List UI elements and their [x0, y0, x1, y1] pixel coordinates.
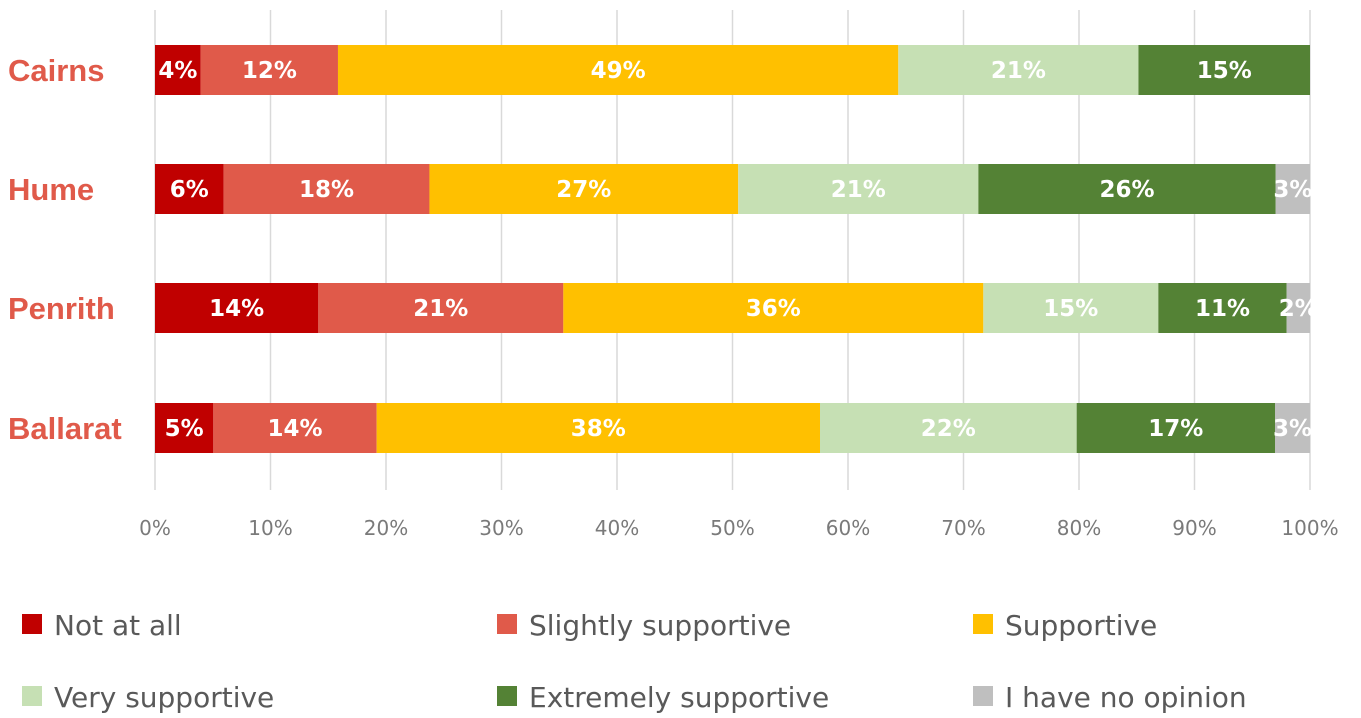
data-label: 14%	[209, 296, 264, 322]
data-label: 36%	[746, 296, 801, 322]
legend-swatch	[497, 614, 517, 634]
x-tick-label: 100%	[1281, 516, 1338, 540]
bar-segment	[898, 45, 1139, 95]
legend-swatch	[497, 686, 517, 706]
category-label: Penrith	[8, 291, 115, 326]
data-label: 18%	[299, 177, 354, 203]
data-label: 49%	[591, 58, 646, 84]
category-label: Cairns	[8, 53, 104, 88]
data-label: 4%	[158, 58, 197, 84]
legend-label: Supportive	[1005, 609, 1157, 642]
bar-segment	[1076, 403, 1275, 453]
x-tick-label: 60%	[826, 516, 870, 540]
bar-segment	[1275, 164, 1310, 214]
x-tick-label: 70%	[941, 516, 985, 540]
data-label: 21%	[991, 58, 1046, 84]
data-label: 6%	[170, 177, 209, 203]
data-label: 12%	[242, 58, 297, 84]
data-label: 27%	[556, 177, 611, 203]
bar-segment	[563, 283, 984, 333]
bar-segment	[1138, 45, 1310, 95]
data-label: 22%	[921, 416, 976, 442]
bar-segment	[155, 403, 214, 453]
data-label: 3%	[1273, 416, 1312, 442]
bar-segment	[1275, 403, 1310, 453]
category-label: Hume	[8, 172, 94, 207]
data-label: 5%	[165, 416, 204, 442]
x-tick-label: 20%	[364, 516, 408, 540]
data-label: 21%	[831, 177, 886, 203]
x-tick-label: 80%	[1057, 516, 1101, 540]
data-label: 11%	[1195, 296, 1250, 322]
x-tick-label: 0%	[139, 516, 171, 540]
data-label: 15%	[1197, 58, 1252, 84]
data-label: 3%	[1273, 177, 1312, 203]
x-tick-label: 40%	[595, 516, 639, 540]
legend-label: I have no opinion	[1005, 681, 1247, 714]
bar-segment	[738, 164, 979, 214]
bar-segment	[337, 45, 899, 95]
category-label: Ballarat	[8, 411, 122, 446]
bar-segment	[155, 283, 319, 333]
bar-segment	[376, 403, 820, 453]
legend-label: Slightly supportive	[529, 609, 791, 642]
data-label: 14%	[267, 416, 322, 442]
legend-label: Extremely supportive	[529, 681, 829, 714]
bar-segment	[1286, 283, 1310, 333]
bar-segment	[983, 283, 1159, 333]
legend-swatch	[973, 686, 993, 706]
x-tick-label: 50%	[710, 516, 754, 540]
legend-swatch	[973, 614, 993, 634]
data-label: 15%	[1043, 296, 1098, 322]
legend-label: Very supportive	[54, 681, 274, 714]
bar-segment	[155, 164, 224, 214]
x-tick-label: 90%	[1172, 516, 1216, 540]
data-label: 38%	[571, 416, 626, 442]
bar-segment	[318, 283, 564, 333]
bar-segment	[820, 403, 1077, 453]
legend-swatch	[22, 686, 42, 706]
legend-swatch	[22, 614, 42, 634]
bar-segment	[223, 164, 430, 214]
data-label: 21%	[413, 296, 468, 322]
x-tick-label: 30%	[479, 516, 523, 540]
bar-segment	[155, 45, 201, 95]
bar-segment	[429, 164, 739, 214]
x-tick-label: 10%	[248, 516, 292, 540]
data-label: 26%	[1099, 177, 1154, 203]
bar-segment	[978, 164, 1276, 214]
bar-segment	[200, 45, 338, 95]
legend-label: Not at all	[54, 609, 182, 642]
data-label: 17%	[1148, 416, 1203, 442]
bar-segment	[1158, 283, 1287, 333]
bar-segment	[213, 403, 377, 453]
data-label: 2%	[1279, 296, 1318, 322]
